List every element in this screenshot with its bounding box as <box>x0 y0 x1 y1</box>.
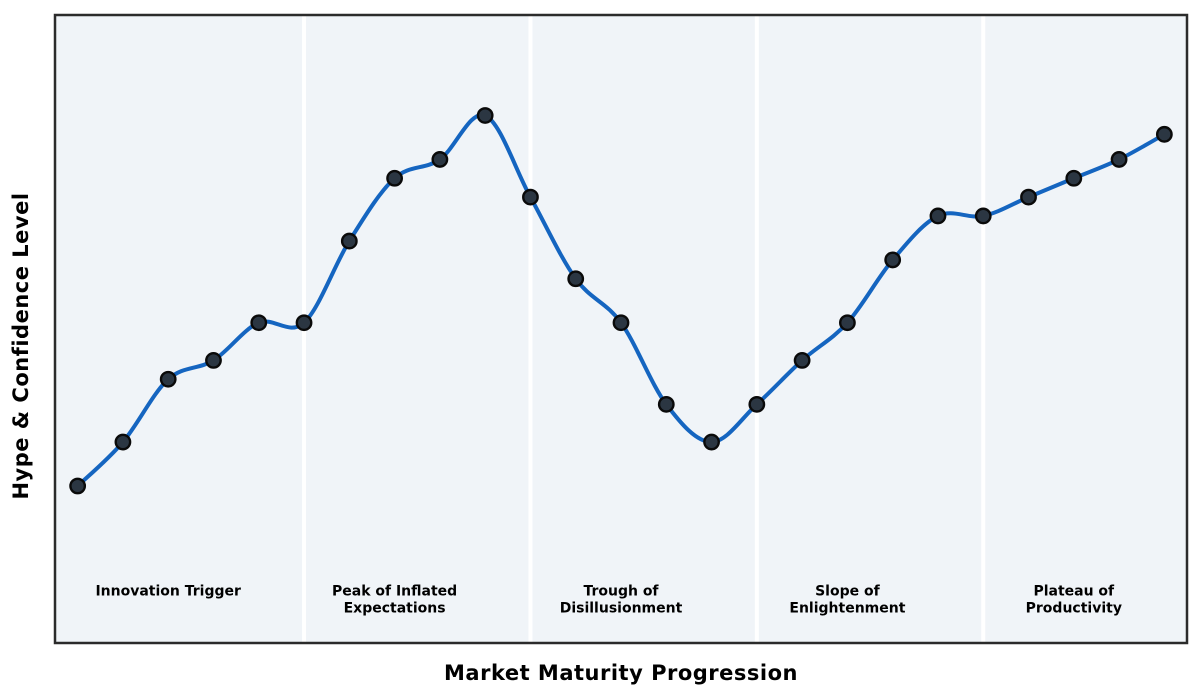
data-point-20 <box>974 207 992 225</box>
data-point-9 <box>476 107 494 124</box>
data-point-24 <box>1155 125 1173 143</box>
data-point-7 <box>386 169 403 187</box>
data-point-15 <box>748 395 766 413</box>
data-point-22 <box>1065 169 1083 187</box>
data-point-0 <box>69 477 87 495</box>
data-point-12 <box>612 314 630 332</box>
phase-label-plateau-of: Plateau of Productivity <box>1026 583 1122 616</box>
data-point-21 <box>1020 188 1037 206</box>
data-point-3 <box>205 351 222 369</box>
phase-label-peak-of-inflated: Peak of Inflated Expectations <box>332 583 457 616</box>
data-point-2 <box>159 370 177 388</box>
data-point-10 <box>522 188 539 206</box>
data-point-8 <box>431 151 449 168</box>
data-point-17 <box>839 314 856 332</box>
data-point-23 <box>1110 151 1128 168</box>
data-point-18 <box>884 251 902 269</box>
data-point-14 <box>703 433 720 451</box>
data-point-5 <box>295 314 313 332</box>
data-point-11 <box>567 270 585 288</box>
y-axis-label: Hype & Confidence Level <box>9 192 33 500</box>
data-point-1 <box>114 433 132 451</box>
phase-label-innovation-trigger: Innovation Trigger <box>95 583 241 599</box>
plot-border <box>53 13 1189 645</box>
phase-label-trough-of: Trough of Disillusionment <box>560 583 683 616</box>
x-axis-label: Market Maturity Progression <box>444 661 798 685</box>
phase-label-slope-of: Slope of Enlightenment <box>789 583 905 616</box>
data-point-6 <box>340 232 358 250</box>
data-point-4 <box>250 314 268 332</box>
data-point-16 <box>793 351 811 369</box>
data-point-13 <box>657 395 675 413</box>
data-point-19 <box>929 207 947 225</box>
